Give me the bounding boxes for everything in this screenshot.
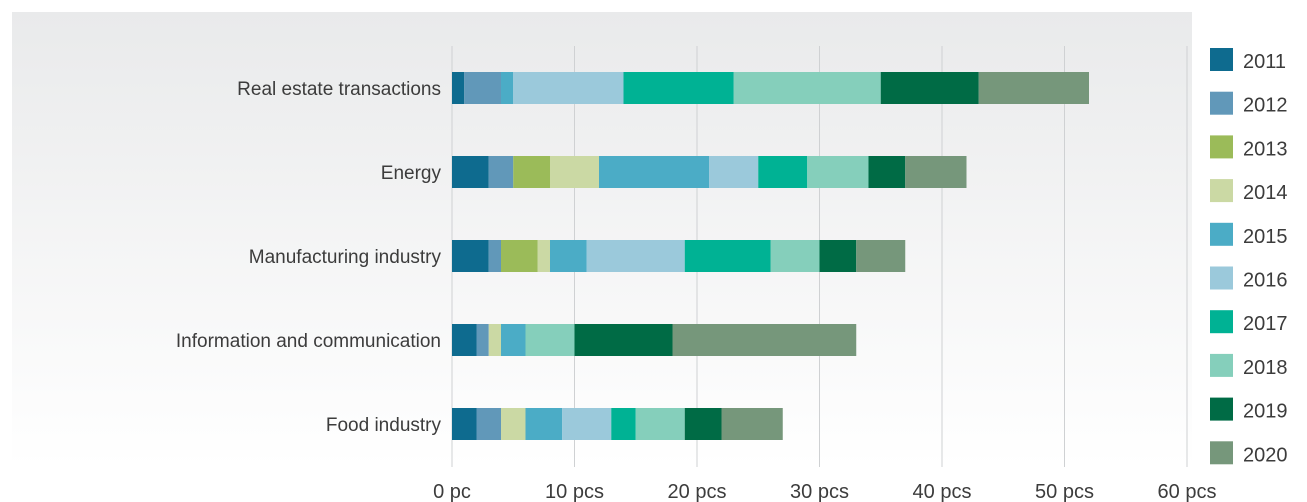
legend-label: 2020: [1243, 444, 1288, 466]
x-tick-label: 10 pcs: [545, 481, 604, 502]
bar-segment: [525, 408, 563, 440]
bar-segment: [586, 240, 685, 272]
bar-segment: [452, 72, 465, 104]
x-tick-label: 40 pcs: [913, 481, 972, 502]
x-tick-label: 20 pcs: [668, 481, 727, 502]
bar-segment: [550, 156, 599, 188]
bar-segment: [978, 72, 1089, 104]
bars: [452, 72, 1089, 440]
bar-segment: [868, 156, 906, 188]
bar-segment: [488, 240, 501, 272]
bar-segment: [758, 156, 808, 188]
category-labels: Real estate transactions Energy Manufactur…: [176, 79, 442, 436]
bar-segment: [513, 72, 624, 104]
legend-swatch: [1210, 222, 1233, 246]
legend-label: 2015: [1243, 226, 1288, 248]
bar-segment: [684, 240, 771, 272]
bar-segment: [537, 240, 550, 272]
bar-segment: [599, 156, 710, 188]
bar-segment: [623, 72, 734, 104]
legend-swatch: [1210, 310, 1233, 334]
bar-segment: [905, 156, 967, 188]
legend: 2011 2012 2013 2014 2015 2016 2017 2018 2019 2020: [1210, 48, 1288, 466]
x-tick-label: 60 pcs: [1158, 481, 1217, 502]
bar-segment: [501, 240, 538, 272]
legend-label: 2018: [1243, 357, 1288, 379]
bar-segment: [856, 240, 906, 272]
legend-swatch: [1210, 179, 1233, 203]
legend-swatch: [1210, 397, 1233, 421]
legend-swatch: [1210, 48, 1233, 71]
bar-segment: [452, 408, 477, 440]
category-label: Real estate transactions: [237, 79, 441, 100]
bar-segment: [476, 324, 489, 356]
legend-label: 2014: [1243, 182, 1288, 204]
legend-label: 2011: [1243, 51, 1286, 73]
category-label: Information and communication: [176, 331, 441, 352]
bar-segment: [501, 72, 514, 104]
bar-segment: [525, 324, 575, 356]
bar-segment: [611, 408, 636, 440]
bar-segment: [819, 240, 857, 272]
bar-segment: [452, 156, 489, 188]
bar-segment: [550, 240, 587, 272]
bar-segment: [709, 156, 759, 188]
legend-label: 2013: [1243, 138, 1288, 160]
bar-segment: [721, 408, 783, 440]
bar-segment: [452, 240, 489, 272]
bar-segment: [574, 324, 673, 356]
legend-label: 2017: [1243, 313, 1288, 335]
bar-segment: [513, 156, 550, 188]
bar-segment: [488, 324, 501, 356]
category-label: Energy: [381, 163, 442, 184]
bar-segment: [684, 408, 722, 440]
bar-segment: [770, 240, 820, 272]
bar-segment: [476, 408, 501, 440]
legend-label: 2012: [1243, 95, 1288, 117]
x-tick-label: 50 pcs: [1035, 481, 1094, 502]
legend-swatch: [1210, 353, 1233, 377]
legend-label: 2019: [1243, 401, 1288, 423]
x-tick-labels: 0 pc 10 pcs 20 pcs 30 pcs 40 pcs 50 pcs 60 pcs: [433, 481, 1216, 502]
bar-segment: [488, 156, 514, 188]
bar-segment: [501, 408, 526, 440]
bar-segment: [464, 72, 501, 104]
bar-segment: [452, 324, 477, 356]
bar-segment: [880, 72, 979, 104]
bar-segment: [672, 324, 857, 356]
bar-segment: [501, 324, 526, 356]
bar-segment: [562, 408, 612, 440]
category-label: Food industry: [326, 415, 442, 436]
bar-segment: [807, 156, 869, 188]
category-label: Manufacturing industry: [249, 247, 442, 268]
legend-swatch: [1210, 135, 1233, 159]
x-tick-label: 30 pcs: [790, 481, 849, 502]
legend-swatch: [1210, 266, 1233, 290]
x-tick-label: 0 pc: [433, 481, 471, 502]
bar-segment: [733, 72, 881, 104]
legend-swatch: [1210, 91, 1233, 115]
legend-swatch: [1210, 441, 1233, 465]
bar-segment: [635, 408, 685, 440]
legend-label: 2016: [1243, 270, 1288, 292]
